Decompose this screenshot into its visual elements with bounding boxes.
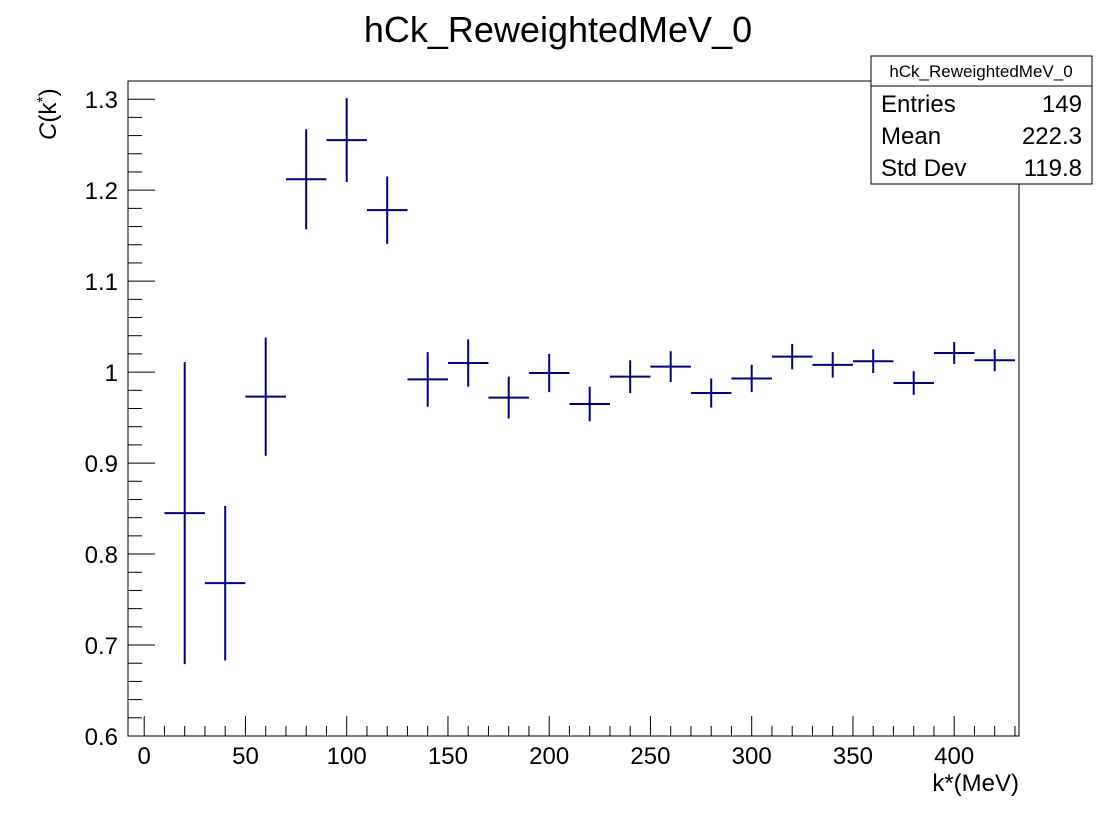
- data-point: [164, 362, 205, 665]
- data-point: [812, 352, 853, 378]
- data-point: [285, 129, 327, 230]
- x-axis-ticks: [143, 716, 1016, 736]
- y-axis-tick-labels: 0.6 0.7 0.8 0.9 1 1.1 1.2 1.3: [85, 87, 118, 751]
- stats-box: hCk_ReweightedMeV_0 Entries 149 Mean 222…: [870, 55, 1093, 185]
- data-point: [488, 376, 529, 419]
- data-point: [690, 378, 732, 408]
- y-tick-label: 0.7: [85, 633, 118, 660]
- stats-stddev-label: Std Dev: [881, 155, 966, 182]
- data-point: [204, 505, 246, 661]
- data-point: [609, 360, 651, 394]
- x-tick-label: 50: [232, 743, 259, 770]
- data-point: [650, 351, 691, 383]
- y-tick-label: 1.2: [85, 178, 118, 205]
- data-series: [164, 98, 1015, 665]
- stats-mean-value: 222.3: [1022, 123, 1082, 150]
- data-point: [569, 386, 610, 422]
- stats-box-frame: [870, 55, 1093, 185]
- stats-mean-label: Mean: [881, 123, 941, 150]
- y-axis-label-main: C: [35, 122, 62, 140]
- y-tick-label: 1.1: [85, 269, 118, 296]
- y-axis-label-star: *: [35, 96, 52, 102]
- data-point: [528, 353, 570, 393]
- data-point: [771, 343, 813, 370]
- data-point: [366, 176, 408, 244]
- data-point: [974, 349, 1015, 372]
- y-axis-label: C(k*): [35, 88, 62, 140]
- x-tick-label: 200: [529, 743, 569, 770]
- data-point: [893, 371, 934, 395]
- y-axis-label-arg: (k: [35, 102, 62, 123]
- x-tick-label: 250: [630, 743, 670, 770]
- y-axis-ticks: [128, 80, 155, 737]
- x-tick-label: 150: [428, 743, 468, 770]
- y-tick-label: 0.6: [85, 724, 118, 751]
- y-axis-label-close: ): [35, 88, 62, 96]
- stats-entries-label: Entries: [881, 91, 956, 118]
- stats-box-title: hCk_ReweightedMeV_0: [889, 62, 1072, 81]
- x-tick-label: 300: [732, 743, 772, 770]
- y-tick-label: 0.9: [85, 451, 118, 478]
- data-point: [326, 98, 367, 182]
- x-tick-label: 350: [833, 743, 873, 770]
- data-point: [731, 364, 772, 393]
- stats-entries-value: 149: [1042, 91, 1082, 118]
- x-axis-tick-labels: 0 50 100 150 200 250 300 350 400: [138, 743, 975, 770]
- data-point: [245, 337, 286, 456]
- x-axis-label: k*(MeV): [932, 770, 1019, 797]
- stats-stddev-value: 119.8: [1024, 155, 1082, 182]
- x-tick-label: 100: [327, 743, 367, 770]
- data-point: [852, 349, 894, 374]
- y-tick-label: 1: [105, 360, 118, 387]
- x-tick-label: 0: [138, 743, 151, 770]
- data-point: [447, 339, 489, 387]
- data-point: [933, 342, 975, 364]
- y-tick-label: 0.8: [85, 542, 118, 569]
- data-point: [407, 352, 448, 407]
- y-tick-label: 1.3: [85, 87, 118, 114]
- chart-title: hCk_ReweightedMeV_0: [364, 9, 752, 50]
- x-tick-label: 400: [934, 743, 974, 770]
